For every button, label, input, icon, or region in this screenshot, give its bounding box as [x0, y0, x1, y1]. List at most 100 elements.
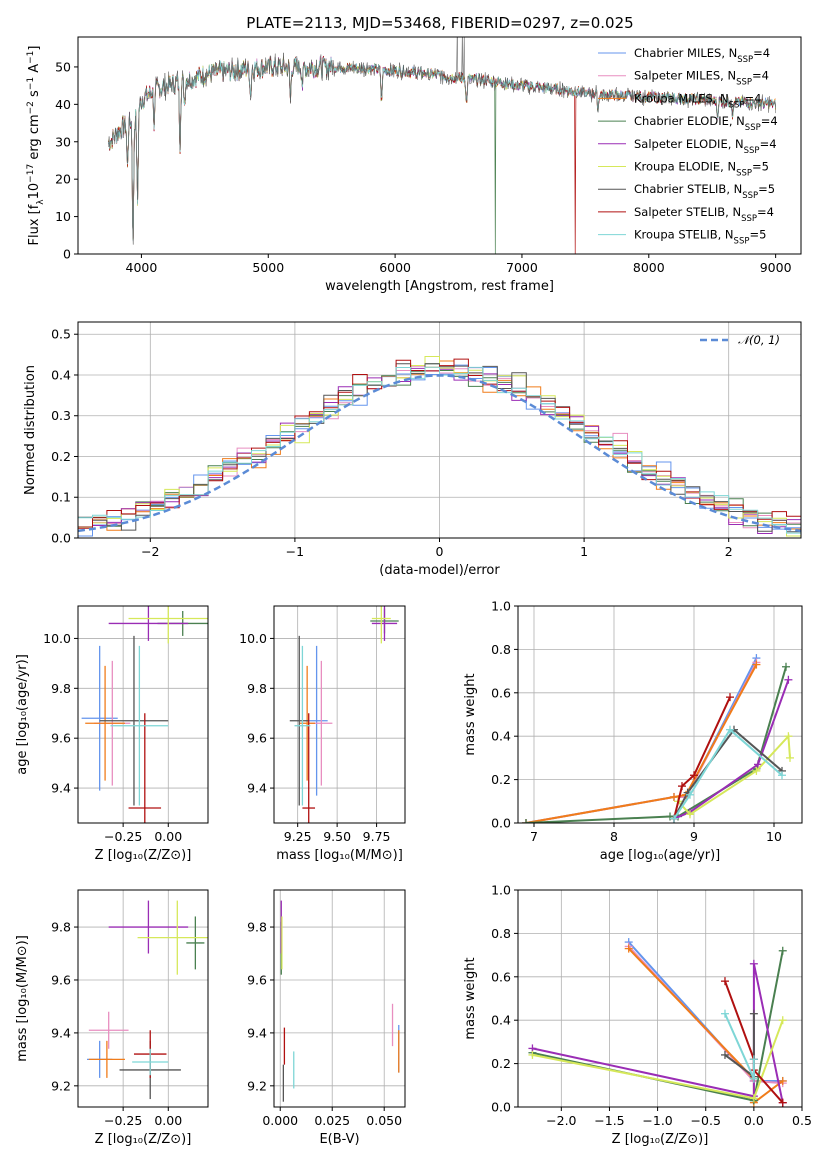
x-axis-label: (data-model)/error [379, 563, 500, 578]
y-tick-label: 0.1 [51, 490, 71, 505]
x-tick-label: 0.00 [154, 829, 182, 844]
weight-marker [754, 760, 762, 769]
x-tick-label: 5000 [252, 260, 284, 275]
y-tick-label: 10 [55, 209, 71, 224]
weight-marker [670, 792, 678, 801]
x-tick-label: 0 [436, 544, 444, 559]
panel-spectrum: 4000 5000 6000 7000 8000 9000 0 10 20 30 40 50 Chabr… [26, 36, 802, 294]
data-point-5 [128, 606, 208, 644]
y-tick-label: 9.4 [51, 1025, 71, 1040]
axes-frame [273, 605, 406, 824]
axes-frame [273, 889, 406, 1108]
weight-marker [749, 1094, 758, 1103]
data-point-8 [132, 1048, 169, 1076]
y-tick-label: 9.6 [51, 972, 71, 987]
plot-area-weight-vs-age [522, 654, 794, 823]
panel-age-vs-Z: −0.25 0.00 9.4 9.6 9.8 10.0 Z [log₁₀(Z/Z⊙)] age… [15, 605, 209, 863]
x-tick-label: 1 [580, 544, 588, 559]
y-axis-label: Flux [fλ10−17 erg cm−2 s−1 A−1] [26, 46, 46, 246]
y-axis-label: mass [log₁₀(M/M⊙)] [15, 935, 30, 1062]
x-axis-label: wavelength [Angstrom, rest frame] [325, 279, 554, 294]
legend-entry: Kroupa ELODIE, NSSP=5 [634, 160, 769, 179]
x-tick-label: 9000 [760, 260, 792, 275]
x-tick-label: 0.00 [154, 1113, 182, 1128]
weight-line-0 [525, 657, 758, 823]
x-tick-label: 4000 [126, 260, 158, 275]
y-tick-label: 9.6 [247, 972, 267, 987]
data-point-8 [294, 645, 311, 806]
y-axis-label: age [log₁₀(age/yr)] [15, 654, 30, 775]
x-tick-label: −2 [141, 544, 159, 559]
y-tick-label: 40 [55, 97, 71, 112]
y-tick-label: 0.4 [491, 1013, 511, 1028]
axes-frame [77, 36, 802, 255]
data-point-2 [299, 665, 316, 781]
x-axis-label: Z [log₁₀(Z/Z⊙)] [612, 1132, 709, 1147]
weight-marker [749, 1055, 758, 1064]
weight-marker [778, 771, 786, 780]
weight-marker [778, 946, 787, 955]
y-tick-label: 0.4 [491, 729, 511, 744]
data-point-4 [371, 606, 398, 641]
y-tick-label: 0.0 [491, 816, 511, 831]
y-tick-label: 0.6 [491, 685, 511, 700]
x-tick-label: 6000 [379, 260, 411, 275]
x-tick-label: −1.0 [642, 1113, 672, 1128]
y-tick-label: 0.8 [491, 642, 511, 657]
x-tick-label: 8 [610, 829, 618, 844]
figure-title: PLATE=2113, MJD=53468, FIBERID=0297, z=0… [246, 14, 633, 32]
weight-marker [752, 766, 761, 775]
legend-entry: Kroupa MILES, NSSP=4 [634, 91, 761, 110]
axes-frame [77, 889, 209, 1108]
x-tick-label: 7 [530, 829, 538, 844]
weight-marker [749, 1074, 758, 1083]
x-axis-label: mass [log₁₀(M/M⊙)] [276, 848, 403, 863]
spectrum-line-3 [108, 57, 776, 254]
data-point-4 [108, 606, 189, 641]
weight-marker [752, 660, 761, 669]
x-axis-label: age [log₁₀(age/yr)] [600, 848, 721, 863]
y-tick-label: 0.6 [491, 969, 511, 984]
data-point-7 [302, 713, 316, 823]
x-tick-label: 0.000 [262, 1113, 298, 1128]
axes-frame [77, 605, 209, 824]
x-tick-label: 9.25 [284, 829, 312, 844]
y-tick-label: 0.3 [51, 408, 71, 423]
y-tick-label: 1.0 [491, 599, 511, 614]
y-tick-label: 10.0 [43, 631, 71, 646]
x-tick-label: 7000 [506, 260, 538, 275]
weight-marker [670, 814, 678, 823]
weight-marker [778, 1076, 787, 1085]
y-tick-label: 0.0 [491, 1100, 511, 1115]
x-tick-label: −1.5 [594, 1113, 624, 1128]
weight-marker [678, 782, 686, 791]
y-tick-label: 0.5 [51, 327, 71, 342]
weight-marker [749, 959, 758, 968]
x-tick-label: 8000 [633, 260, 665, 275]
normal-reference-curve [78, 374, 801, 533]
y-tick-label: 1.0 [491, 883, 511, 898]
data-point-7 [128, 713, 162, 823]
y-tick-label: 10.0 [239, 631, 267, 646]
y-tick-label: 0.2 [491, 1056, 511, 1071]
data-point-6 [289, 635, 309, 806]
y-tick-label: 9.4 [247, 1025, 267, 1040]
plot-area-age-vs-Z [81, 606, 208, 823]
y-tick-label: 0.0 [51, 531, 71, 546]
weight-marker [749, 1009, 758, 1018]
panel-weight-vs-Z: −2.0 −1.5 −1.0 −0.5 0.0 0.5 0.0 0.2 0.4 0.6 0.8 1.0… [463, 883, 812, 1148]
x-tick-label: 0.050 [366, 1113, 402, 1128]
y-tick-label: 0.2 [51, 449, 71, 464]
x-tick-label: −0.25 [104, 829, 142, 844]
legend-entry: Chabrier MILES, NSSP=4 [634, 46, 770, 65]
panel-mass-vs-EBV: 0.000 0.025 0.050 9.2 9.4 9.6 9.8 E(B-V) [247, 889, 406, 1147]
legend-entry: Chabrier ELODIE, NSSP=4 [634, 114, 778, 133]
plot-area-weight-vs-Z [528, 938, 787, 1107]
y-tick-label: 9.8 [51, 681, 71, 696]
data-point-2 [88, 1040, 125, 1078]
x-tick-label: −0.5 [691, 1113, 721, 1128]
y-tick-label: 9.8 [51, 920, 71, 935]
weight-marker [624, 944, 633, 953]
panel-mass-vs-Z: −0.25 0.00 9.2 9.4 9.6 9.8 Z [log₁₀(Z/Z⊙)] mass… [15, 889, 209, 1147]
weight-marker [720, 1009, 729, 1018]
